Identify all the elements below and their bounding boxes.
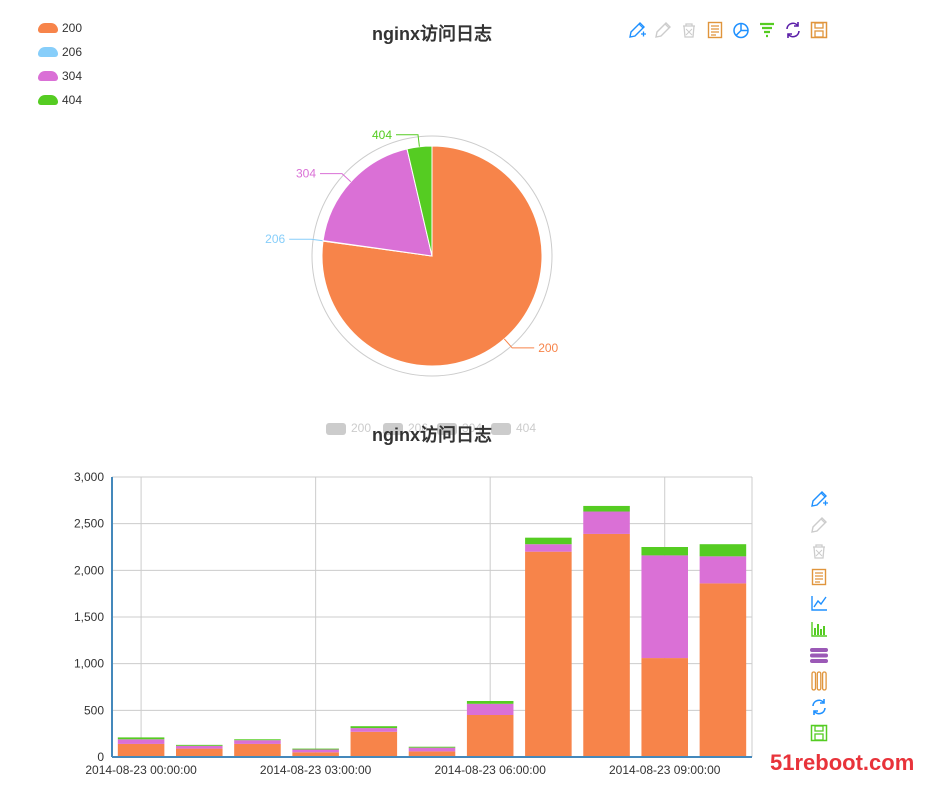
bar-chart-icon[interactable] — [809, 619, 829, 639]
legend-swatch-206 — [383, 422, 403, 435]
legend-label: 304 — [462, 421, 483, 435]
bar-segment-304[interactable] — [292, 749, 339, 753]
bar-segment-304[interactable] — [350, 728, 398, 732]
pie-label-206: 206 — [265, 232, 285, 246]
trash-icon[interactable] — [809, 541, 829, 561]
data-view-icon[interactable] — [705, 20, 725, 40]
pen-icon[interactable] — [627, 20, 647, 40]
pie-icon[interactable] — [731, 20, 751, 40]
bar-segment-304[interactable] — [699, 556, 747, 584]
legend-label: 404 — [62, 93, 83, 107]
x-tick-label: 2014-08-23 09:00:00 — [609, 763, 721, 777]
refresh-icon[interactable] — [783, 20, 803, 40]
legend-swatch-304 — [437, 422, 457, 435]
y-tick-label: 2,000 — [74, 563, 104, 577]
bar-segment-404[interactable] — [292, 748, 339, 750]
bar-segment-404[interactable] — [350, 726, 398, 729]
legend-label: 206 — [62, 45, 83, 59]
bar-segment-404[interactable] — [699, 544, 747, 557]
funnel-icon[interactable] — [757, 20, 777, 40]
bar-segment-200[interactable] — [350, 731, 398, 757]
bar-segment-404[interactable] — [176, 744, 223, 746]
y-tick-label: 500 — [84, 703, 104, 717]
bar-segment-200[interactable] — [117, 743, 165, 757]
y-tick-label: 3,000 — [74, 470, 104, 484]
pie-label-line-200 — [503, 338, 535, 349]
legend-label: 200 — [62, 21, 83, 35]
bar-segment-200[interactable] — [583, 533, 630, 757]
save-icon[interactable] — [809, 20, 829, 40]
bar-segment-304[interactable] — [583, 511, 630, 534]
pie-label-line-304 — [320, 173, 352, 183]
bar-chart: 0 500 1,000 1,500 2,000 2,500 3,000 2014-08-23 … — [74, 470, 753, 777]
bar-segment-200[interactable] — [176, 748, 223, 757]
bar-segment-304[interactable] — [466, 703, 514, 715]
bar-segment-304[interactable] — [234, 740, 281, 744]
stack-icon[interactable] — [809, 645, 829, 665]
legend-swatch-404 — [38, 95, 58, 105]
y-tick-label: 1,000 — [74, 657, 104, 671]
bar-legend-item-200[interactable]: 200 — [326, 421, 371, 435]
bar-segment-200[interactable] — [292, 752, 339, 757]
watermark: 51reboot.com — [770, 750, 915, 775]
bar-legend-item-206[interactable]: 206 — [383, 421, 428, 435]
bar-segment-304[interactable] — [525, 544, 572, 552]
pie-slice-404[interactable] — [406, 145, 433, 257]
line-chart-icon[interactable] — [809, 593, 829, 613]
pie-label-200: 200 — [538, 341, 558, 355]
bar-segment-404[interactable] — [525, 537, 572, 545]
bar-segment-404[interactable] — [234, 739, 281, 741]
pie-label-404: 404 — [372, 128, 392, 142]
pie-slice-304[interactable] — [322, 148, 433, 257]
x-tick-label: 2014-08-23 00:00:00 — [85, 763, 197, 777]
legend-label: 200 — [351, 421, 372, 435]
pie-label-line-206 — [289, 238, 324, 242]
pie-outer-ring — [311, 135, 553, 377]
bar-segment-404[interactable] — [583, 505, 630, 512]
legend-label: 404 — [516, 421, 537, 435]
bar-segment-200[interactable] — [641, 658, 688, 757]
y-tick-label: 2,500 — [74, 517, 104, 531]
bar-chart-title: nginx访问日志 — [372, 425, 492, 445]
save-icon[interactable] — [809, 723, 829, 743]
bar-segment-200[interactable] — [699, 583, 747, 757]
bar-legend-item-404[interactable]: 404 — [491, 421, 536, 435]
pen-icon[interactable] — [809, 489, 829, 509]
bar-segment-404[interactable] — [641, 547, 688, 556]
y-tick-label: 1,500 — [74, 610, 104, 624]
pen-disabled-icon[interactable] — [653, 20, 673, 40]
bar-segment-200[interactable] — [466, 715, 514, 757]
pen-disabled-icon[interactable] — [809, 515, 829, 535]
bar-segment-304[interactable] — [176, 745, 223, 749]
legend-label: 304 — [62, 69, 83, 83]
legend-swatch-200 — [326, 422, 346, 435]
bar-segment-304[interactable] — [641, 555, 688, 659]
y-tick-label: 0 — [97, 750, 104, 764]
legend-label: 206 — [408, 421, 429, 435]
refresh-icon[interactable] — [809, 697, 829, 717]
bar-segment-404[interactable] — [466, 701, 514, 704]
legend-swatch-200 — [38, 23, 58, 33]
pie-label-304: 304 — [296, 167, 316, 181]
data-view-icon[interactable] — [809, 567, 829, 587]
x-tick-label: 2014-08-23 06:00:00 — [434, 763, 546, 777]
bar-segment-200[interactable] — [234, 743, 281, 757]
bar-segment-404[interactable] — [117, 737, 165, 740]
bar-segment-200[interactable] — [525, 551, 572, 757]
bar-segment-404[interactable] — [408, 746, 456, 748]
tiled-icon[interactable] — [809, 671, 829, 691]
legend-swatch-206 — [38, 47, 58, 57]
pie-label-line-404 — [396, 134, 420, 147]
bar-segment-304[interactable] — [117, 739, 165, 744]
legend-swatch-404 — [491, 422, 511, 435]
bar-segment-304[interactable] — [408, 747, 456, 752]
trash-icon[interactable] — [679, 20, 699, 40]
legend-swatch-304 — [38, 71, 58, 81]
bar-legend-item-304[interactable]: 304 — [437, 421, 482, 435]
bar-segment-200[interactable] — [408, 751, 456, 757]
pie-chart: 200 206 304 404 — [265, 128, 559, 377]
pie-chart-title: nginx访问日志 — [372, 24, 492, 44]
x-tick-label: 2014-08-23 03:00:00 — [260, 763, 372, 777]
